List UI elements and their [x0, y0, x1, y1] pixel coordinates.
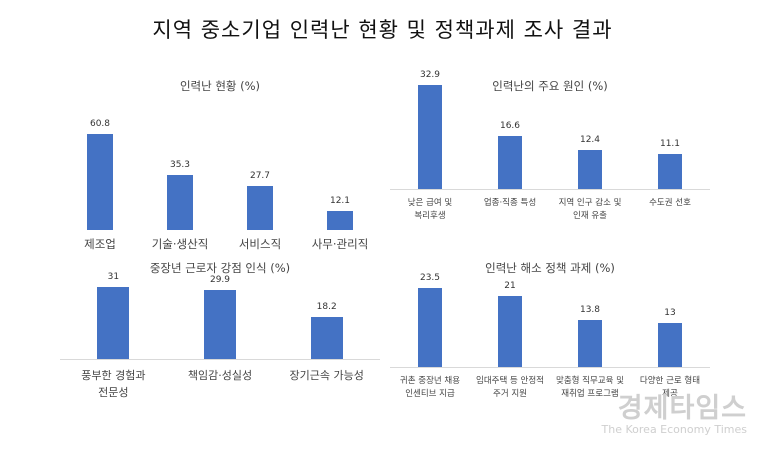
data-label: 29.9	[209, 274, 231, 285]
bar	[658, 153, 682, 189]
category-label: 수도권 선호	[649, 198, 691, 208]
data-label: 60.8	[89, 119, 111, 130]
chart-title: 중장년 근로자 강점 인식 (%)	[149, 261, 291, 275]
category-label: 맞춤형 직무교육 및 재취업 프로그램	[556, 376, 624, 400]
bar	[658, 323, 682, 367]
data-label: 23.5	[419, 272, 441, 283]
data-label: 12.4	[579, 134, 601, 145]
bar	[578, 320, 602, 367]
data-label: 35.3	[169, 159, 191, 170]
data-label: 12.1	[329, 195, 351, 206]
bar	[418, 84, 442, 189]
category-label: 귀촌 중장년 채용 인센티브 지급	[399, 376, 461, 400]
watermark-english: The Korea Economy Times	[601, 423, 747, 436]
category-label: 사무·관리직	[311, 237, 369, 251]
chart-labor-shortage-status: 인력난 현황 (%) 60.8 제조업 35.3 기술·생산직 27.7 서비스직 12.1 사…	[60, 62, 380, 251]
chart-title: 인력난 해소 정책 과제 (%)	[485, 261, 615, 275]
category-label: 책임감·성실성	[187, 369, 253, 382]
category-label: 업종·직종 특성	[483, 198, 537, 208]
category-label: 제조업	[84, 237, 116, 251]
x-axis-line	[60, 359, 380, 360]
bar	[578, 149, 602, 189]
chart-title: 인력난의 주요 원인 (%)	[492, 79, 608, 93]
chart-shortage-causes: 인력난의 주요 원인 (%) 32.9 낮은 급여 및 복리후생 16.6 업종·직종 특…	[390, 62, 710, 232]
bar	[310, 316, 343, 359]
category-label: 지역 인구 감소 및 인재 유출	[558, 198, 622, 222]
category-label: 임대주택 등 안정적 주거 지원	[476, 376, 544, 400]
data-label: 18.2	[316, 301, 337, 312]
category-label: 낮은 급여 및 복리후생	[407, 198, 453, 222]
bar	[498, 296, 522, 367]
chart-policy-tasks: 인력난 해소 정책 과제 (%) 23.5 귀촌 중장년 채용 인센티브 지급 21 임대…	[390, 252, 710, 412]
bar	[97, 287, 130, 359]
category-label: 기술·생산직	[151, 237, 209, 251]
category-label: 서비스직	[238, 237, 282, 251]
bar	[327, 210, 353, 230]
data-label: 27.7	[249, 171, 271, 182]
bar	[498, 136, 522, 189]
chart-title: 인력난 현황 (%)	[179, 79, 261, 93]
watermark-korean: 경제타임스	[617, 393, 747, 424]
x-axis-line	[390, 189, 710, 190]
category-label: 다양한 근로 형태 제공	[639, 376, 701, 400]
data-label: 13.8	[579, 305, 601, 316]
page-title: 지역 중소기업 인력난 현황 및 정책과제 조사 결과	[152, 18, 613, 42]
bar	[87, 134, 113, 230]
watermark: 경제타임스 The Korea Economy Times	[602, 386, 747, 436]
category-label: 장기근속 가능성	[289, 369, 364, 382]
data-label: 21	[504, 281, 516, 292]
data-label: 11.1	[659, 138, 681, 149]
chart-middle-aged-strengths: 중장년 근로자 강점 인식 (%) 31 풍부한 경험과 전문성 29.9 책임감·성실성…	[60, 252, 380, 412]
bar	[247, 186, 273, 230]
bar	[204, 289, 236, 359]
data-label: 31	[107, 272, 120, 283]
data-label: 13	[664, 308, 676, 319]
bar	[167, 174, 193, 230]
x-axis-line	[390, 367, 710, 368]
bar	[418, 287, 442, 367]
data-label: 16.6	[499, 121, 521, 132]
category-label: 풍부한 경험과 전문성	[81, 369, 146, 400]
data-label: 32.9	[419, 69, 441, 80]
